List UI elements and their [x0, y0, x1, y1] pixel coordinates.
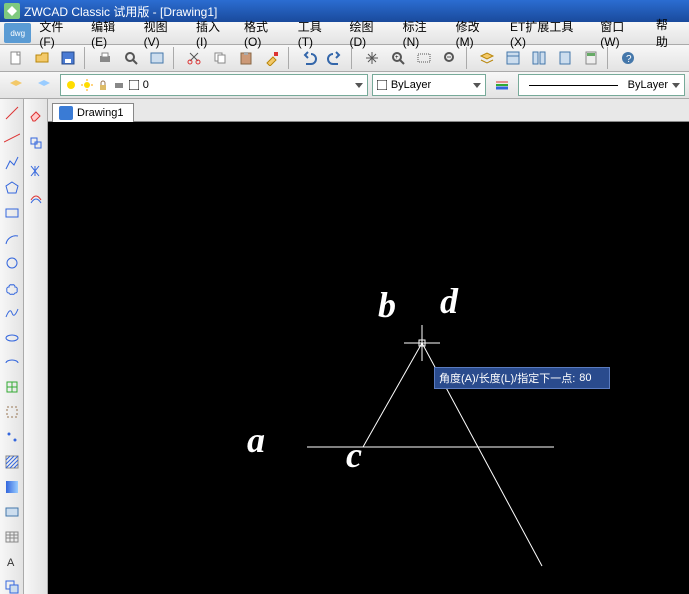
- ellipse-button[interactable]: [1, 327, 23, 348]
- linetype-preview: [529, 85, 618, 86]
- zoom-rt-button[interactable]: +: [386, 46, 410, 70]
- new-button[interactable]: [4, 46, 28, 70]
- designcenter-button[interactable]: [527, 46, 551, 70]
- separator: [84, 47, 89, 69]
- spline-button[interactable]: [1, 302, 23, 323]
- properties-button[interactable]: [501, 46, 525, 70]
- dwg-file-icon: [59, 106, 73, 120]
- separator: [288, 47, 293, 69]
- circle-button[interactable]: [1, 252, 23, 273]
- layerprev-button[interactable]: [32, 73, 56, 97]
- line-button[interactable]: [1, 103, 23, 124]
- table-button[interactable]: [1, 526, 23, 547]
- dropdown-icon: [672, 83, 680, 88]
- menu-bar: dwg 文件(F) 编辑(E) 视图(V) 插入(I) 格式(O) 工具(T) …: [0, 22, 689, 45]
- point-button[interactable]: [1, 427, 23, 448]
- drawing-svg: [48, 122, 689, 594]
- layer-combo[interactable]: 0: [60, 74, 368, 96]
- draw-toolbar: A: [0, 99, 24, 594]
- undo-button[interactable]: [297, 46, 321, 70]
- dropdown-icon: [355, 83, 363, 88]
- modify-toolbar: [24, 99, 48, 594]
- svg-text:+: +: [395, 55, 399, 61]
- document-tabs: Drawing1: [48, 99, 689, 122]
- pline-button[interactable]: [1, 153, 23, 174]
- color-swatch-icon: [377, 80, 387, 90]
- calc-button[interactable]: [579, 46, 603, 70]
- annotation-c: c: [346, 434, 362, 476]
- cut-button[interactable]: [182, 46, 206, 70]
- svg-text:A: A: [7, 557, 15, 569]
- separator: [466, 47, 471, 69]
- color-swatch-icon: [129, 80, 139, 90]
- pan-button[interactable]: [360, 46, 384, 70]
- command-prompt: 角度(A)/长度(L)/指定下一点:: [434, 367, 610, 389]
- annotation-d: d: [440, 280, 458, 322]
- layer-toolbar: 0 ByLayer ByLayer: [0, 72, 689, 99]
- print-button[interactable]: [93, 46, 117, 70]
- linetype-combo[interactable]: ByLayer: [518, 74, 685, 96]
- gradient-button[interactable]: [1, 477, 23, 498]
- block-button[interactable]: [1, 402, 23, 423]
- drawing-canvas[interactable]: 角度(A)/长度(L)/指定下一点: a b c d: [48, 122, 689, 594]
- matchprop-button[interactable]: [260, 46, 284, 70]
- bulb-icon: [65, 79, 77, 91]
- canvas-area: Drawing1 角度(A)/长度(L)/指定下一点: a b c d: [48, 99, 689, 594]
- annotation-a: a: [247, 419, 265, 461]
- menu-help[interactable]: 帮助: [650, 14, 685, 52]
- dwg-icon: dwg: [4, 23, 31, 43]
- preview-button[interactable]: [119, 46, 143, 70]
- color-combo[interactable]: ByLayer: [372, 74, 486, 96]
- app-logo-icon: [4, 3, 20, 19]
- save-button[interactable]: [56, 46, 80, 70]
- sun-icon: [81, 79, 93, 91]
- offset-button[interactable]: [24, 187, 48, 211]
- hatch-button[interactable]: [1, 452, 23, 473]
- tab-label: Drawing1: [77, 107, 123, 119]
- standard-toolbar: + ?: [0, 45, 689, 72]
- tab-drawing1[interactable]: Drawing1: [52, 103, 134, 122]
- xline-button[interactable]: [1, 128, 23, 149]
- linetype-label: ByLayer: [628, 79, 668, 91]
- prompt-label: 角度(A)/长度(L)/指定下一点:: [439, 370, 575, 386]
- zoom-prev-button[interactable]: [438, 46, 462, 70]
- separator: [607, 47, 612, 69]
- toolpalette-button[interactable]: [553, 46, 577, 70]
- arc-button[interactable]: [1, 228, 23, 249]
- separator: [173, 47, 178, 69]
- insert-button[interactable]: [1, 377, 23, 398]
- revcloud-button[interactable]: [1, 277, 23, 298]
- paste-button[interactable]: [234, 46, 258, 70]
- dropdown-icon: [473, 83, 481, 88]
- addselected-button[interactable]: [1, 576, 23, 594]
- color-label: ByLayer: [391, 79, 431, 91]
- region-button[interactable]: [1, 502, 23, 523]
- plot-icon: [113, 79, 125, 91]
- erase-button[interactable]: [24, 103, 48, 127]
- polygon-button[interactable]: [1, 178, 23, 199]
- copy-button[interactable]: [208, 46, 232, 70]
- lineweight-button[interactable]: [490, 73, 514, 97]
- mtext-button[interactable]: A: [1, 551, 23, 572]
- copyobj-button[interactable]: [24, 131, 48, 155]
- rectangle-button[interactable]: [1, 203, 23, 224]
- zoom-win-button[interactable]: [412, 46, 436, 70]
- open-button[interactable]: [30, 46, 54, 70]
- ellipsearc-button[interactable]: [1, 352, 23, 373]
- help-button[interactable]: ?: [616, 46, 640, 70]
- annotation-b: b: [378, 284, 396, 326]
- separator: [351, 47, 356, 69]
- svg-text:?: ?: [626, 54, 632, 65]
- workspace: A Drawing1 角度(A)/长度(L)/指定下一点: a b c d: [0, 99, 689, 594]
- layer-name: 0: [143, 79, 149, 91]
- prompt-input[interactable]: [577, 371, 605, 385]
- redo-button[interactable]: [323, 46, 347, 70]
- layers-button[interactable]: [475, 46, 499, 70]
- lock-icon: [97, 79, 109, 91]
- layerprops-button[interactable]: [4, 73, 28, 97]
- publish-button[interactable]: [145, 46, 169, 70]
- mirror-button[interactable]: [24, 159, 48, 183]
